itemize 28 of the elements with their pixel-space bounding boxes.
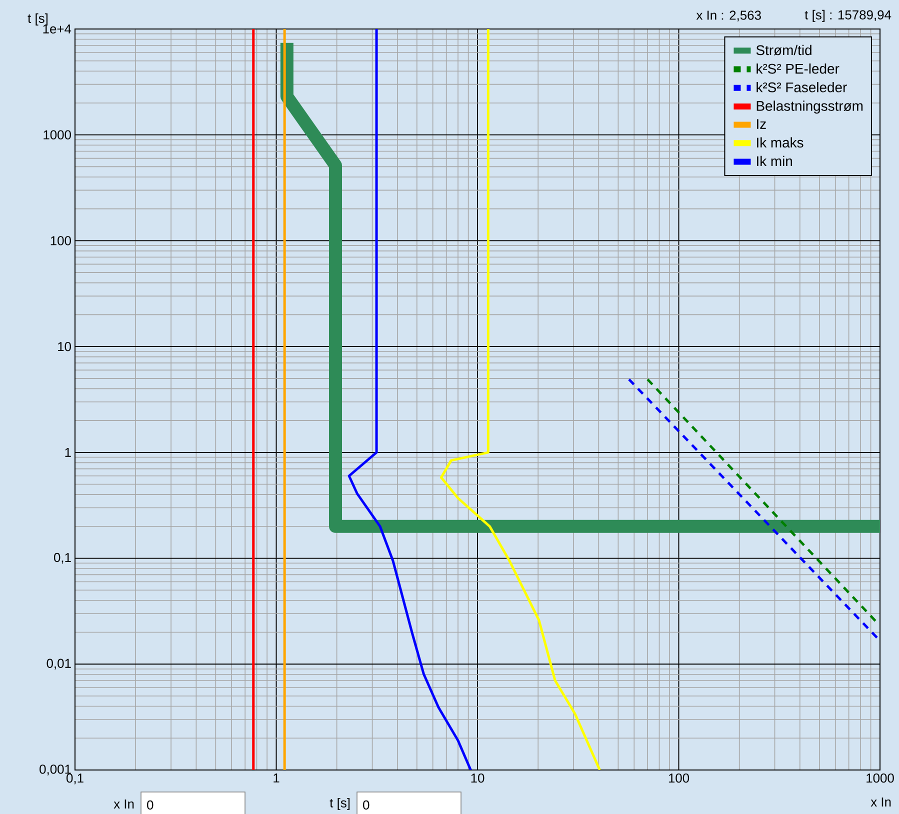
y-tick-label: 0,01	[46, 658, 71, 670]
legend-label: Ik min	[757, 156, 792, 166]
legend-label: Belastningsstrøm	[756, 100, 863, 114]
legend-label: Strøm/tid	[756, 44, 812, 56]
y-tick-label: 1e+4	[43, 24, 72, 34]
y-axis-title: t [s]	[28, 13, 48, 26]
x-tick-label: 0,1	[66, 773, 84, 784]
x-tick-label: 10	[471, 773, 484, 782]
x-tick-label: 1	[274, 773, 280, 782]
legend-label: Iz	[757, 119, 766, 129]
text: x In : 2,563	[696, 10, 761, 22]
y-tick-label: 1000	[44, 130, 71, 140]
text: x In	[114, 799, 134, 808]
x-tick-label: 100	[668, 773, 690, 782]
y-tick-label: 1	[65, 448, 71, 457]
text: t [s] : 15789,94	[804, 10, 892, 22]
legend-label: k²S² Faseleder	[756, 82, 847, 92]
text: t [s]	[330, 798, 350, 810]
y-tick-label: 100	[50, 236, 71, 246]
y-tick-label: 0,1	[54, 552, 71, 564]
y-tick-label: 0,001	[40, 764, 71, 776]
y-tick-label: 10	[58, 342, 71, 351]
legend-label: k²S² PE-leder	[756, 63, 840, 74]
legend-label: Ik maks	[757, 137, 804, 148]
x-tick-label: 1000	[866, 773, 894, 782]
x-axis-title: x In	[870, 797, 891, 806]
text: 0	[147, 800, 154, 810]
text: 0	[363, 800, 370, 810]
